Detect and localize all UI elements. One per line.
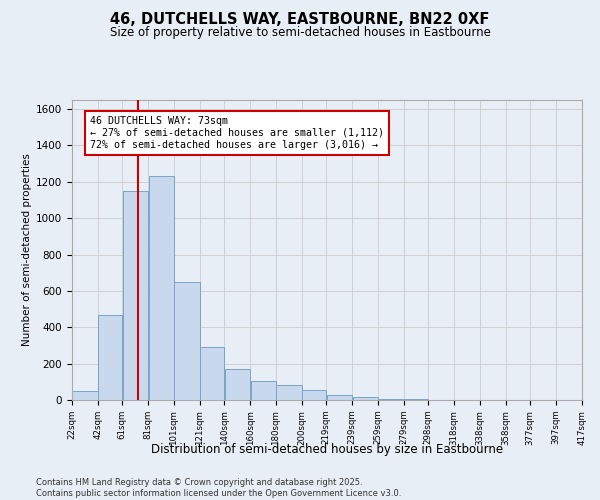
Bar [326, 394, 352, 400]
Bar [302, 390, 326, 400]
Bar [224, 369, 250, 400]
Text: Contains HM Land Registry data © Crown copyright and database right 2025.
Contai: Contains HM Land Registry data © Crown c… [36, 478, 401, 498]
Text: 46, DUTCHELLS WAY, EASTBOURNE, BN22 0XF: 46, DUTCHELLS WAY, EASTBOURNE, BN22 0XF [110, 12, 490, 28]
Bar [404, 399, 428, 400]
Bar [73, 391, 97, 400]
Text: Distribution of semi-detached houses by size in Eastbourne: Distribution of semi-detached houses by … [151, 442, 503, 456]
Bar [175, 282, 199, 400]
Bar [98, 314, 122, 400]
Bar [277, 386, 302, 400]
Bar [149, 176, 173, 400]
Bar [122, 191, 148, 400]
Y-axis label: Number of semi-detached properties: Number of semi-detached properties [22, 154, 32, 346]
Bar [379, 399, 404, 400]
Text: 46 DUTCHELLS WAY: 73sqm
← 27% of semi-detached houses are smaller (1,112)
72% of: 46 DUTCHELLS WAY: 73sqm ← 27% of semi-de… [90, 116, 384, 150]
Bar [251, 381, 275, 400]
Text: Size of property relative to semi-detached houses in Eastbourne: Size of property relative to semi-detach… [110, 26, 490, 39]
Bar [353, 398, 377, 400]
Bar [200, 348, 224, 400]
